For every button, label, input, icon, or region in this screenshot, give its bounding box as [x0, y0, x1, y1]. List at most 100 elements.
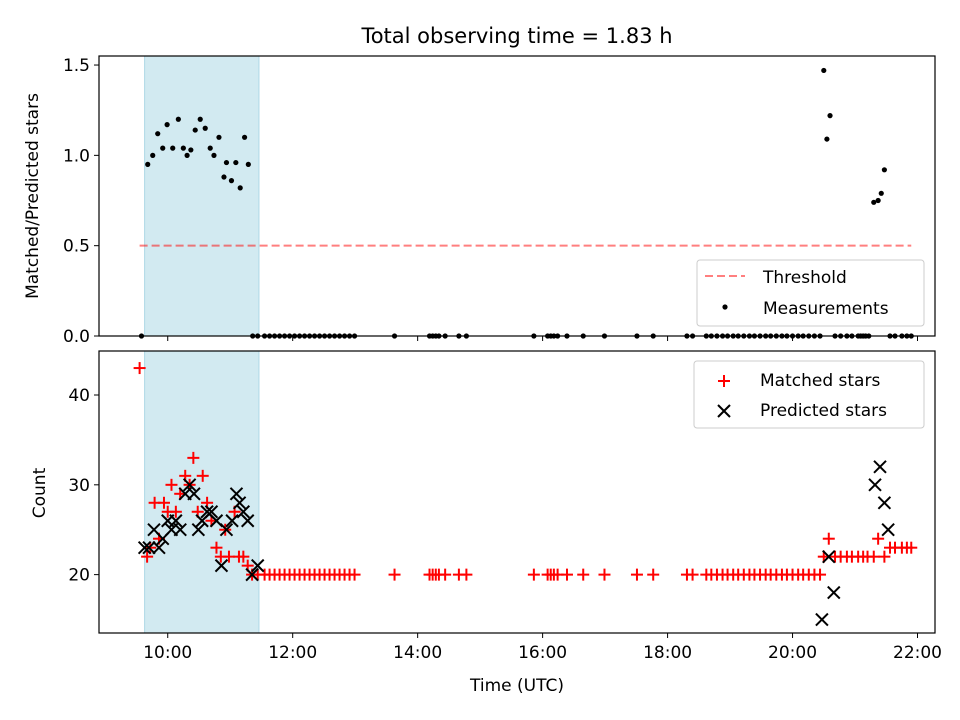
matched-stars-point — [814, 568, 827, 581]
legend-predicted-label: Predicted stars — [760, 401, 887, 421]
measurements-point — [223, 159, 230, 166]
predicted-stars-point — [152, 540, 166, 555]
measurements-point — [221, 174, 227, 180]
matched-stars-point — [460, 568, 473, 581]
x-tick-label: 14:00 — [393, 643, 442, 663]
x-tick-label: 22:00 — [893, 643, 942, 663]
measurements-point — [821, 67, 827, 74]
matched-stars-point — [169, 505, 182, 518]
x-tick-label: 18:00 — [643, 643, 692, 663]
measurements-point — [188, 147, 194, 153]
matched-stars-point — [187, 451, 200, 464]
predicted-stars-point — [827, 585, 841, 600]
ratio-y-axis-label: Matched/Predicted stars — [23, 93, 43, 299]
matched-stars-point — [133, 362, 146, 375]
matched-stars-point — [686, 568, 699, 581]
predicted-stars-point — [191, 523, 206, 537]
predicted-stars-point — [240, 514, 255, 528]
count-plot-area — [133, 362, 918, 627]
measurements-point — [155, 131, 161, 137]
measurements-point — [175, 116, 181, 122]
x-tick-label: 20:00 — [768, 643, 817, 663]
predicted-stars-point — [236, 505, 251, 519]
count-panel: 20 30 40 10:00 12:00 14:00 16:00 18:00 20:00 22:… — [30, 350, 942, 696]
y-tick-label: 1.0 — [63, 146, 90, 166]
legend-predicted-swatch — [717, 404, 731, 418]
predicted-stars-point — [815, 612, 829, 627]
predicted-stars-point — [219, 523, 234, 537]
x-axis-label: Time (UTC) — [469, 676, 564, 696]
predicted-stars-point — [214, 558, 229, 573]
ratio-legend: Threshold Measurements — [696, 259, 925, 327]
matched-stars-point — [348, 568, 361, 581]
matched-stars-point — [878, 550, 891, 563]
predicted-stars-point — [868, 478, 882, 492]
count-legend: Matched stars Predicted stars — [693, 360, 925, 429]
measurements-point — [180, 145, 186, 151]
matched-stars-point — [196, 469, 209, 482]
predicted-stars-point — [169, 514, 183, 528]
measurements-point — [170, 145, 176, 151]
x-tick-label: 12:00 — [268, 643, 317, 663]
predicted-stars-point — [187, 487, 201, 501]
predicted-stars-point — [250, 558, 265, 573]
matched-stars-point — [210, 541, 223, 554]
matched-stars-point — [630, 568, 643, 581]
legend-measurements-label: Measurements — [763, 299, 889, 319]
legend-matched-label: Matched stars — [760, 371, 880, 391]
measurements-point — [875, 197, 881, 204]
observing-span-shade — [144, 55, 260, 337]
matched-stars-point — [822, 532, 835, 545]
chart-title: Total observing time = 1.83 h — [360, 24, 672, 48]
ratio-legend-box — [696, 259, 925, 327]
predicted-stars-point — [173, 523, 187, 537]
measurements-point — [245, 161, 251, 167]
measurements-point — [878, 190, 884, 196]
legend-matched-swatch — [718, 375, 730, 387]
matched-stars-point — [141, 550, 154, 563]
measurements-point — [216, 134, 222, 140]
measurements-point — [197, 116, 203, 122]
matched-stars-point — [577, 568, 590, 581]
predicted-stars-point — [245, 567, 259, 582]
count-y-axis-label: Count — [30, 467, 50, 518]
predicted-stars-point — [225, 514, 239, 528]
y-tick-label: 0.5 — [63, 237, 90, 257]
predicted-stars-point — [229, 487, 244, 501]
measurements-point — [827, 113, 833, 119]
matched-stars-point — [388, 568, 401, 581]
x-axis: 10:00 12:00 14:00 16:00 18:00 20:00 22:00 — [143, 633, 942, 663]
matched-stars-point — [157, 496, 170, 509]
observing-span-band — [144, 55, 260, 337]
predicted-stars-point — [877, 496, 892, 510]
predicted-stars-point — [182, 478, 197, 492]
matched-stars-point — [867, 550, 880, 563]
x-tick-label: 16:00 — [518, 643, 567, 663]
predicted-stars-point — [873, 460, 887, 474]
measurements-point — [192, 127, 198, 133]
ratio-y-axis: 0.0 0.5 1.0 1.5 — [63, 56, 99, 347]
predicted-stars-point — [137, 540, 152, 555]
matched-stars-point — [439, 568, 452, 581]
measurements-point — [145, 161, 151, 167]
count-panel-frame — [98, 350, 936, 634]
measurements-point — [202, 125, 208, 131]
predicted-stars-point — [881, 523, 895, 537]
y-tick-label: 30 — [68, 476, 90, 496]
measurements-point — [207, 145, 213, 151]
ratio-panel: 0.0 0.5 1.0 1.5 Matched/Predicted stars Thr… — [23, 55, 936, 347]
legend-threshold-label: Threshold — [762, 268, 847, 288]
measurements-point — [237, 185, 243, 191]
predicted-stars-point — [142, 540, 156, 555]
matched-stars-point — [598, 568, 611, 581]
y-tick-label: 40 — [68, 386, 90, 406]
ratio-x-tick-marks — [167, 336, 919, 341]
measurements-point — [184, 152, 190, 158]
y-tick-label: 20 — [68, 566, 90, 586]
y-tick-label: 0.0 — [63, 327, 90, 347]
measurements-point — [824, 136, 830, 142]
measurements-point — [871, 199, 877, 205]
measurements-point — [160, 145, 166, 151]
matched-stars-point — [647, 568, 660, 581]
